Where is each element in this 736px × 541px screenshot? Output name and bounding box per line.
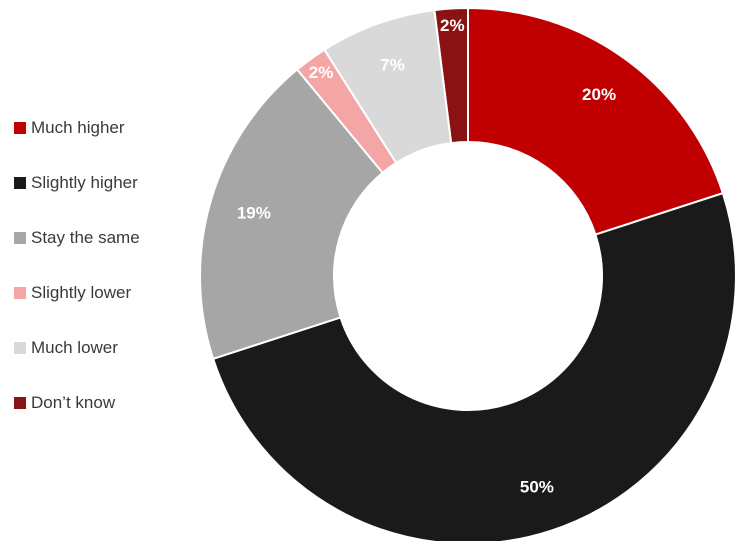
legend-label: Slightly lower [31, 283, 132, 302]
data-label-slightly-higher: 50% [520, 478, 554, 497]
legend-swatch [14, 287, 26, 299]
legend-item-stay-the-same: Stay the same [14, 227, 140, 249]
legend-item-slightly-higher: Slightly higher [14, 172, 140, 194]
legend-label: Much lower [31, 338, 118, 357]
legend: Much higher Slightly higher Stay the sam… [14, 117, 140, 447]
legend-label: Much higher [31, 118, 125, 137]
legend-item-dont-know: Don’t know [14, 392, 140, 414]
slice-dont-know [433, 6, 469, 145]
legend-label: Slightly higher [31, 173, 138, 192]
legend-label: Stay the same [31, 228, 140, 247]
legend-item-much-lower: Much lower [14, 337, 140, 359]
data-label-much-lower: 7% [380, 56, 405, 75]
legend-item-slightly-lower: Slightly lower [14, 282, 140, 304]
slice-slightly-higher [211, 191, 736, 541]
data-label-much-higher: 20% [582, 85, 616, 104]
slice-much-higher [467, 6, 725, 236]
legend-swatch [14, 177, 26, 189]
legend-swatch [14, 342, 26, 354]
legend-swatch [14, 397, 26, 409]
data-label-stay-the-same: 19% [237, 203, 271, 222]
legend-swatch [14, 232, 26, 244]
slice-stay-the-same [199, 68, 384, 361]
data-label-slightly-lower: 2% [309, 63, 334, 82]
legend-label: Don’t know [31, 393, 116, 412]
legend-swatch [14, 122, 26, 134]
data-label-dont-know: 2% [440, 16, 465, 35]
legend-item-much-higher: Much higher [14, 117, 140, 139]
